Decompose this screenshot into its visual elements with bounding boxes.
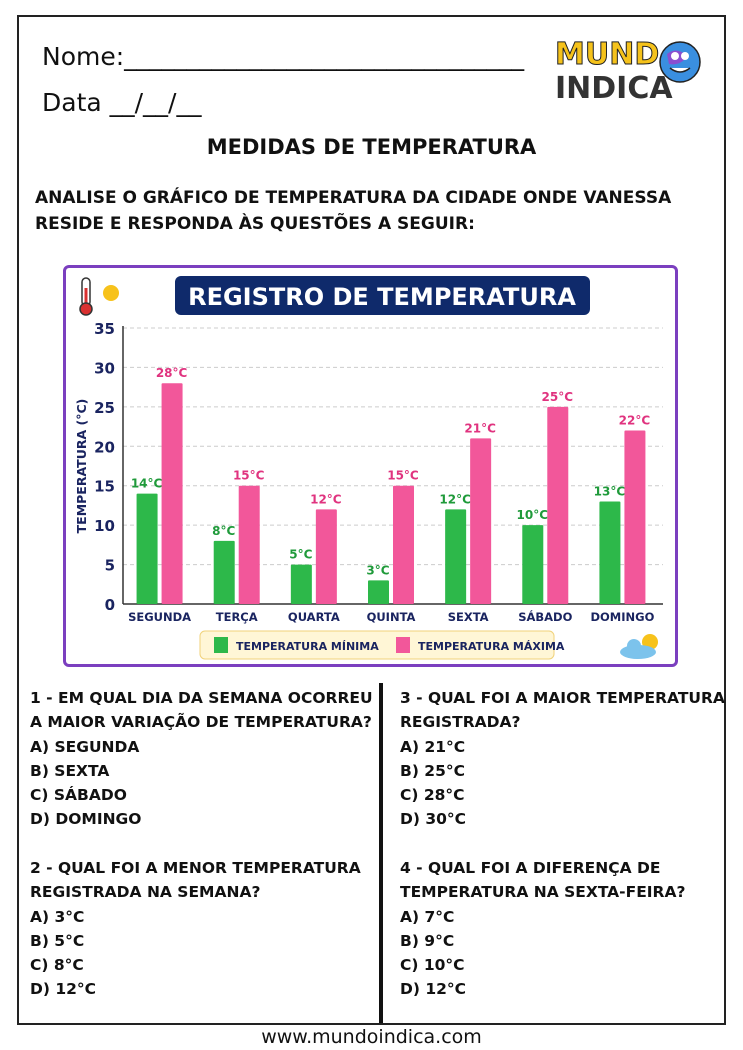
bar-max [547,406,569,604]
bar-min [445,509,467,604]
answer-option: B) 25°C [400,761,465,780]
answer-option: B) SEXTA [30,761,110,780]
legend-swatch-max [396,637,410,653]
svg-text:INDICA: INDICA [555,71,673,104]
question-text: 4 - QUAL FOI A DIFERENÇA DE TEMPERATURA … [400,859,686,902]
legend-label-max: TEMPERATURA MÁXIMA [418,640,565,653]
answer-option: D) 12°C [30,980,97,999]
question-text: 2 - QUAL FOI A MENOR TEMPERATURA REGISTR… [30,859,361,902]
x-tick-label: SÁBADO [518,609,572,624]
data-label: 15°C [233,469,265,483]
bar-min [368,580,389,604]
y-tick-label: 0 [105,596,115,614]
data-label: 8°C [212,524,235,538]
data-label: 12°C [439,492,471,506]
bar-max [161,383,183,604]
chart-title-banner [175,276,590,315]
bar-min [599,501,621,604]
page-title: MEDIDAS DE TEMPERATURA [206,135,537,159]
bar-min [136,493,158,604]
y-tick-label: 25 [94,399,115,417]
answer-option: C) SÁBADO [30,786,127,805]
x-tick-label: SEGUNDA [128,610,191,624]
data-label: 22°C [619,414,651,428]
column-divider [379,683,383,1023]
y-tick-label: 5 [105,557,115,575]
bar-min [290,564,312,604]
answer-option: B) 5°C [30,931,85,950]
legend [199,630,555,660]
chart-container [63,265,678,667]
data-label: 25°C [542,390,574,404]
data-label: 3°C [366,563,389,577]
y-tick-label: 20 [94,438,115,456]
data-label: 14°C [131,477,163,491]
y-axis-label: TEMPERATURA (°C) [74,399,89,534]
data-label: 12°C [310,492,342,506]
data-label: 21°C [464,421,496,435]
legend-swatch-min [214,637,228,653]
svg-text:MUND: MUND [555,37,659,72]
question-2: 2 - QUAL FOI A MENOR TEMPERATURA REGISTR… [30,856,380,1002]
logo: MUND INDICA [555,37,701,104]
answer-option: A) 7°C [400,907,455,926]
bar-max [315,509,337,604]
x-tick-label: TERÇA [216,610,258,624]
date-field: Data __/__/__ [42,88,202,117]
question-1: 1 - EM QUAL DIA DA SEMANA OCORREU A MAIO… [30,686,380,832]
answer-option: A) 3°C [30,907,85,926]
answer-option: D) DOMINGO [30,810,142,829]
answer-option: B) 9°C [400,931,455,950]
legend-label-min: TEMPERATURA MÍNIMA [236,640,379,653]
answer-option: C) 8°C [30,956,84,975]
data-label: 13°C [594,484,626,498]
bar-max [238,485,260,604]
answer-option: C) 10°C [400,956,465,975]
bar-max [470,438,492,604]
data-label: 15°C [387,469,419,483]
answer-option: A) 21°C [400,737,466,756]
y-tick-label: 10 [94,517,115,535]
x-tick-label: QUARTA [288,610,340,624]
page-border [17,15,726,1025]
instructions: ANALISE O GRÁFICO DE TEMPERATURA DA CIDA… [35,188,672,234]
thermometer-sun-icon [79,277,119,316]
x-tick-label: SEXTA [448,610,489,624]
answer-option: A) SEGUNDA [30,737,140,756]
question-text: 3 - QUAL FOI A MAIOR TEMPERATURA REGISTR… [400,689,725,732]
data-label: 10°C [517,508,549,522]
chart-title: REGISTRO DE TEMPERATURA [188,283,576,311]
answer-option: C) 28°C [400,786,465,805]
x-tick-label: DOMINGO [590,610,654,624]
footer-url: www.mundoindica.com [261,1026,482,1048]
answer-option: D) 30°C [400,810,467,829]
y-tick-label: 30 [94,359,115,377]
bar-min [213,540,235,604]
x-tick-label: QUINTA [367,610,416,624]
bar-max [624,430,646,604]
bar-min [522,525,544,604]
cloud-sun-icon [620,634,658,659]
y-tick-label: 15 [94,478,115,496]
data-label: 5°C [289,548,312,562]
question-3: 3 - QUAL FOI A MAIOR TEMPERATURA REGISTR… [400,686,743,832]
bar-max [393,485,414,604]
y-tick-label: 35 [94,320,115,338]
question-4: 4 - QUAL FOI A DIFERENÇA DE TEMPERATURA … [400,856,743,1002]
answer-option: D) 12°C [400,980,467,999]
name-field: Nome:________________________________ [42,42,525,71]
data-label: 28°C [156,366,188,380]
question-text: 1 - EM QUAL DIA DA SEMANA OCORREU A MAIO… [30,689,373,732]
